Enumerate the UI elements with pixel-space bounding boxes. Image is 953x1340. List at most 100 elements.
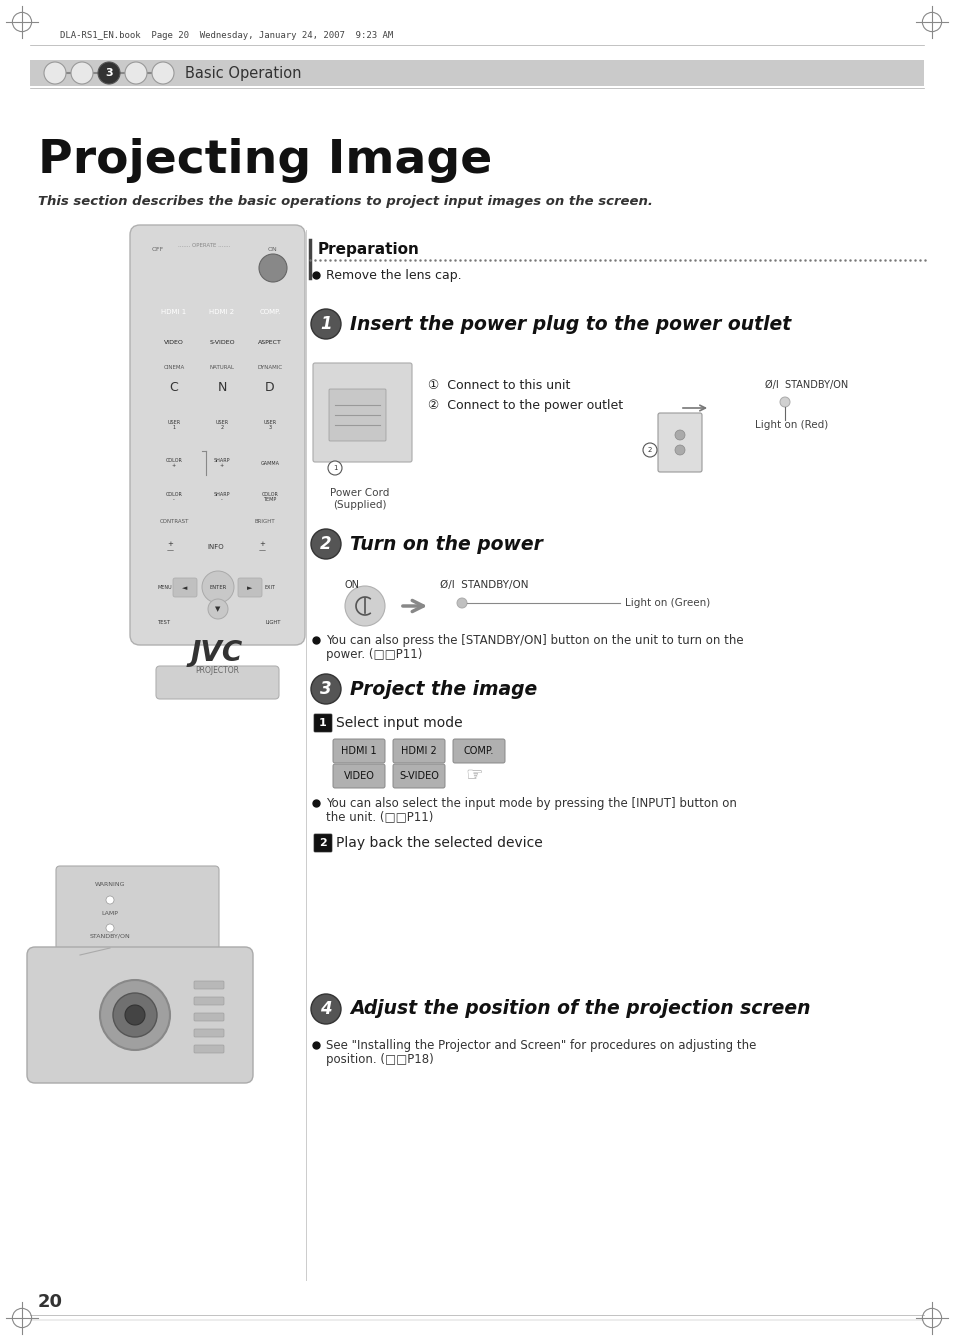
Text: Light on (Red): Light on (Red): [754, 419, 827, 430]
Text: ②  Connect to the power outlet: ② Connect to the power outlet: [428, 398, 622, 411]
Text: VIDEO: VIDEO: [343, 770, 374, 781]
Text: ☞: ☞: [464, 765, 482, 784]
FancyBboxPatch shape: [249, 302, 291, 323]
FancyBboxPatch shape: [201, 302, 243, 323]
FancyBboxPatch shape: [193, 1013, 224, 1021]
Text: the unit. (□□P11): the unit. (□□P11): [326, 811, 433, 824]
Text: SHARP
-: SHARP -: [213, 492, 230, 502]
Text: COMP.: COMP.: [463, 746, 494, 756]
Circle shape: [207, 448, 236, 478]
Text: MENU: MENU: [157, 584, 172, 590]
Text: ....... OPERATE .......: ....... OPERATE .......: [178, 243, 230, 248]
Text: Projecting Image: Projecting Image: [38, 138, 492, 184]
Circle shape: [258, 608, 287, 636]
Text: Power Cord
(Supplied): Power Cord (Supplied): [330, 488, 389, 509]
FancyBboxPatch shape: [314, 833, 332, 852]
Circle shape: [208, 599, 228, 619]
Text: USER
2: USER 2: [215, 419, 229, 430]
Text: HDMI 2: HDMI 2: [400, 746, 436, 756]
FancyBboxPatch shape: [152, 302, 194, 323]
Text: See "Installing the Projector and Screen" for procedures on adjusting the: See "Installing the Projector and Screen…: [326, 1038, 756, 1052]
Text: Ø/I  STANDBY/ON: Ø/I STANDBY/ON: [764, 381, 847, 390]
Circle shape: [112, 993, 157, 1037]
Text: 20: 20: [38, 1293, 63, 1311]
Circle shape: [152, 62, 173, 84]
Text: Preparation: Preparation: [317, 243, 419, 257]
Circle shape: [456, 598, 467, 608]
Circle shape: [206, 535, 230, 559]
FancyBboxPatch shape: [193, 1029, 224, 1037]
Text: COLOR
+: COLOR +: [166, 457, 182, 469]
Text: 1: 1: [319, 718, 327, 728]
Text: STANDBY/ON: STANDBY/ON: [90, 934, 131, 939]
Circle shape: [207, 482, 236, 512]
Text: This section describes the basic operations to project input images on the scree: This section describes the basic operati…: [38, 196, 652, 208]
Text: S-VIDEO: S-VIDEO: [209, 339, 234, 344]
Text: Adjust the position of the projection screen: Adjust the position of the projection sc…: [350, 1000, 810, 1018]
FancyBboxPatch shape: [658, 413, 701, 472]
Text: +
—: + —: [167, 540, 173, 553]
Text: Project the image: Project the image: [350, 679, 537, 698]
Circle shape: [255, 373, 284, 401]
Text: power. (□□P11): power. (□□P11): [326, 647, 422, 661]
Text: position. (□□P18): position. (□□P18): [326, 1052, 434, 1065]
Text: DLA-RS1_EN.book  Page 20  Wednesday, January 24, 2007  9:23 AM: DLA-RS1_EN.book Page 20 Wednesday, Janua…: [60, 31, 393, 39]
Text: GAMMA: GAMMA: [260, 461, 279, 465]
FancyBboxPatch shape: [27, 947, 253, 1083]
Text: LAMP: LAMP: [101, 911, 118, 917]
Text: Turn on the power: Turn on the power: [350, 535, 542, 553]
Ellipse shape: [183, 561, 253, 612]
Circle shape: [125, 62, 147, 84]
Circle shape: [311, 994, 340, 1024]
Text: HDMI 1: HDMI 1: [161, 310, 187, 315]
FancyBboxPatch shape: [156, 666, 278, 699]
Circle shape: [254, 410, 285, 440]
Text: Select input mode: Select input mode: [335, 716, 462, 730]
FancyBboxPatch shape: [249, 331, 291, 352]
Text: INFO: INFO: [208, 544, 224, 549]
Circle shape: [159, 410, 189, 440]
Text: Insert the power plug to the power outlet: Insert the power plug to the power outle…: [350, 315, 790, 334]
Circle shape: [125, 1005, 145, 1025]
Circle shape: [255, 574, 284, 602]
Text: OFF: OFF: [152, 247, 164, 252]
Text: COMP.: COMP.: [259, 310, 280, 315]
FancyBboxPatch shape: [130, 225, 305, 645]
Text: LIGHT: LIGHT: [265, 619, 280, 624]
FancyBboxPatch shape: [193, 1045, 224, 1053]
Text: ►: ►: [247, 586, 253, 591]
Text: PROJECTOR: PROJECTOR: [194, 666, 239, 674]
Circle shape: [151, 574, 179, 602]
Circle shape: [159, 448, 189, 478]
Circle shape: [106, 925, 113, 933]
Circle shape: [202, 571, 233, 603]
Text: ON: ON: [268, 247, 277, 252]
FancyBboxPatch shape: [152, 529, 187, 565]
FancyBboxPatch shape: [333, 764, 385, 788]
Text: ①  Connect to this unit: ① Connect to this unit: [428, 378, 570, 391]
Text: DYNAMIC: DYNAMIC: [257, 364, 282, 370]
Text: EXIT: EXIT: [264, 584, 275, 590]
Text: 2: 2: [647, 448, 652, 453]
FancyBboxPatch shape: [201, 331, 243, 352]
Text: ASPECT: ASPECT: [258, 339, 282, 344]
Text: 1: 1: [320, 315, 332, 334]
Circle shape: [207, 410, 236, 440]
Text: Light on (Green): Light on (Green): [624, 598, 709, 608]
Circle shape: [159, 482, 189, 512]
Text: ◄: ◄: [182, 586, 188, 591]
Circle shape: [675, 430, 684, 440]
Text: N: N: [217, 381, 227, 394]
Text: 1: 1: [333, 465, 337, 470]
FancyBboxPatch shape: [153, 256, 175, 271]
Text: USER
1: USER 1: [168, 419, 180, 430]
Text: SHARP
+: SHARP +: [213, 457, 230, 469]
Circle shape: [311, 529, 340, 559]
Text: Ø/I  STANDBY/ON: Ø/I STANDBY/ON: [439, 580, 528, 590]
Text: +
—: + —: [258, 540, 265, 553]
FancyBboxPatch shape: [193, 997, 224, 1005]
Text: C: C: [170, 381, 178, 394]
Text: CINEMA: CINEMA: [163, 364, 185, 370]
Circle shape: [254, 448, 285, 478]
Circle shape: [258, 255, 287, 281]
